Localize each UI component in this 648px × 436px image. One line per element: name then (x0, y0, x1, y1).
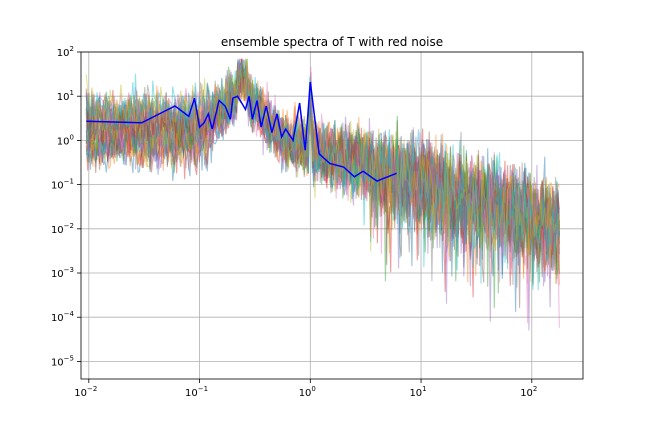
ensemble-series-line (85, 70, 560, 292)
x-tick-base: 10 (74, 388, 87, 399)
y-tick-label: 10−1 (51, 178, 74, 192)
y-tick-base: 10 (51, 181, 64, 192)
ensemble-series-line (85, 61, 560, 322)
ensemble-series-line (85, 59, 560, 290)
y-tick-label: 10−2 (51, 222, 74, 236)
ensemble-series-line (85, 58, 560, 276)
x-tick-label: 100 (299, 385, 316, 399)
x-tick-exponent: −1 (198, 385, 208, 393)
ensemble-series-line (85, 62, 560, 312)
x-tick-base: 10 (520, 388, 533, 399)
x-tick-base: 10 (185, 388, 198, 399)
x-tick-exponent: −2 (87, 385, 97, 393)
ensemble-series-line (85, 58, 560, 294)
ensemble-series-line (85, 58, 560, 284)
x-tick-exponent: 1 (422, 385, 426, 393)
y-tick-label: 10−4 (51, 310, 75, 324)
ensemble-series-line (85, 67, 560, 331)
x-tick-exponent: 2 (533, 385, 537, 393)
x-tick-label: 10−2 (74, 385, 97, 399)
ensemble-series-line (86, 70, 560, 282)
ensemble-series-line (85, 58, 560, 258)
ensemble-series-line (85, 58, 560, 286)
ensemble-series-line (85, 67, 560, 298)
x-axis-ticks: 10−2 10−1 100 101 102 (74, 379, 537, 399)
y-tick-label: 102 (57, 45, 74, 59)
chart-title: ensemble spectra of T with red noise (221, 35, 443, 49)
ensemble-series-line (85, 62, 560, 279)
ensemble-series-line (85, 58, 560, 285)
ensemble-series-line (85, 58, 560, 324)
y-tick-base: 10 (51, 269, 64, 280)
ensemble-series-line (85, 62, 560, 282)
y-tick-exponent: 1 (70, 89, 74, 97)
x-tick-base: 10 (299, 388, 312, 399)
ensemble-series-line (85, 60, 560, 274)
y-tick-label: 100 (57, 133, 74, 147)
ensemble-series-line (85, 58, 560, 309)
ensemble-series-line (85, 58, 560, 286)
x-tick-exponent: 0 (311, 385, 315, 393)
grid (81, 51, 583, 379)
y-tick-exponent: −3 (64, 266, 74, 274)
x-tick-base: 10 (409, 388, 422, 399)
y-tick-exponent: −2 (64, 222, 74, 230)
y-tick-base: 10 (57, 92, 70, 103)
y-tick-label: 101 (57, 89, 74, 103)
y-tick-exponent: −5 (64, 354, 74, 362)
ensemble-series-line (85, 58, 560, 308)
ensemble-series-line (85, 66, 560, 288)
y-tick-exponent: −4 (64, 310, 75, 318)
ensemble-series-line (85, 66, 560, 287)
ensemble-series-line (85, 65, 560, 268)
y-tick-base: 10 (51, 357, 64, 368)
series-line (86, 81, 397, 182)
x-tick-label: 101 (409, 385, 426, 399)
ensemble-lines (85, 58, 560, 331)
y-tick-base: 10 (57, 48, 70, 59)
x-tick-label: 102 (520, 385, 537, 399)
y-tick-label: 10−3 (51, 266, 74, 280)
y-tick-base: 10 (51, 225, 64, 236)
ensemble-series-line (85, 58, 560, 308)
plot-frame (80, 51, 584, 380)
y-tick-exponent: 0 (70, 133, 74, 141)
ensemble-series-line (85, 69, 560, 284)
y-tick-base: 10 (51, 313, 64, 324)
x-tick-label: 10−1 (185, 385, 208, 399)
ensemble-series-line (86, 67, 560, 328)
y-tick-exponent: −1 (64, 178, 74, 186)
y-tick-exponent: 2 (70, 45, 74, 53)
ensemble-series-line (85, 59, 560, 270)
series-lines (86, 81, 397, 182)
ensemble-series-line (85, 60, 560, 284)
y-tick-base: 10 (57, 136, 70, 147)
y-tick-label: 10−5 (51, 354, 74, 368)
